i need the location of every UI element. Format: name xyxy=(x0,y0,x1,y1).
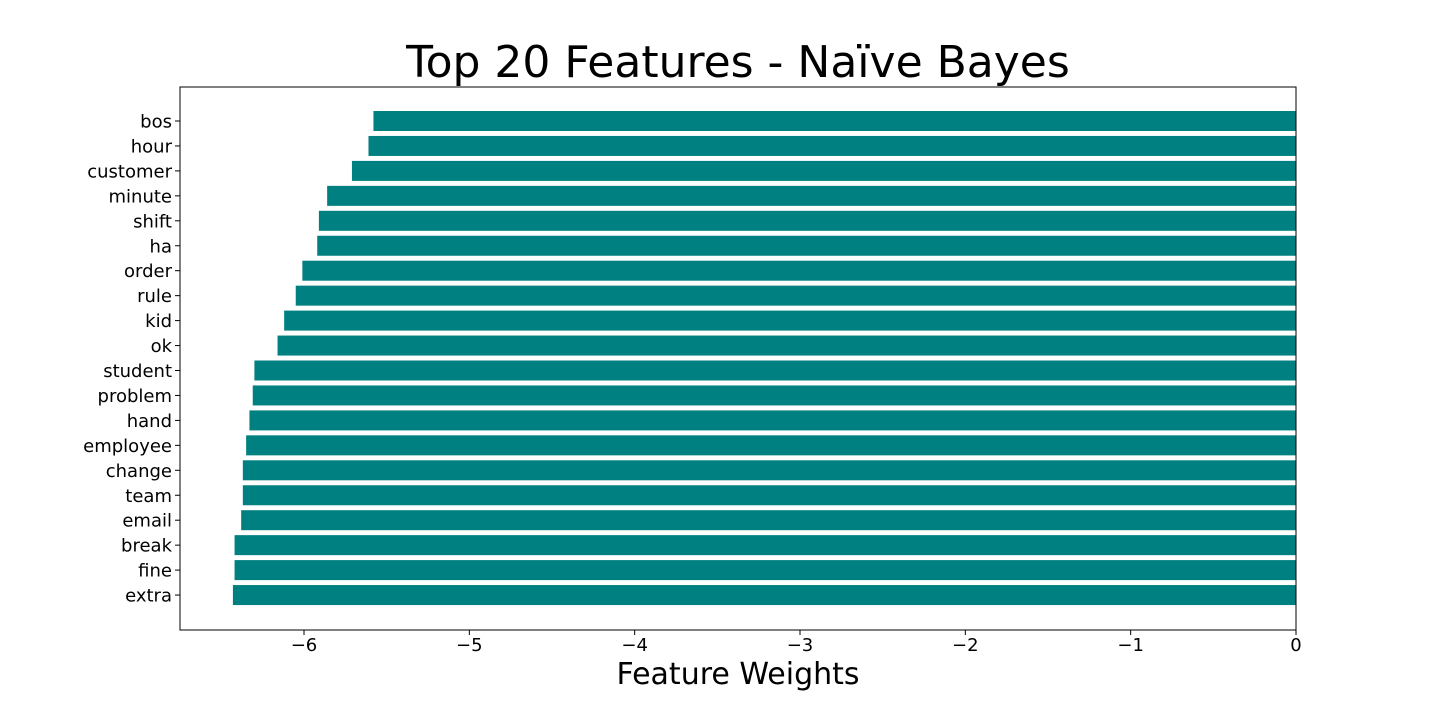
bar-order xyxy=(302,260,1296,281)
bar-bos xyxy=(373,111,1296,131)
bar-employee xyxy=(246,435,1297,456)
x-axis-label: Feature Weights xyxy=(616,657,859,692)
bar-kid xyxy=(284,310,1296,331)
y-tick-label: ha xyxy=(150,236,172,257)
bar-break xyxy=(234,535,1296,556)
y-tick-label: ok xyxy=(151,336,173,357)
x-tick-label: −4 xyxy=(621,635,648,656)
bar-hour xyxy=(368,135,1297,156)
x-tick-label: −2 xyxy=(952,635,979,656)
y-tick-label: team xyxy=(125,486,172,507)
y-tick-label: minute xyxy=(109,186,172,207)
y-tick-label: employee xyxy=(83,436,172,457)
y-tick-label: fine xyxy=(138,561,172,582)
bar-extra xyxy=(232,585,1297,606)
bar-student xyxy=(254,360,1296,381)
y-tick-label: rule xyxy=(137,286,172,307)
bars xyxy=(232,111,1297,606)
bar-customer xyxy=(351,160,1296,181)
bar-hand xyxy=(249,410,1297,431)
y-tick-label: kid xyxy=(145,311,172,332)
y-tick-label: problem xyxy=(98,386,172,407)
y-tick-label: change xyxy=(106,461,172,482)
bar-shift xyxy=(318,210,1296,231)
bar-email xyxy=(241,510,1296,531)
bar-ha xyxy=(317,235,1296,256)
bar-minute xyxy=(327,185,1296,206)
x-tick-label: −6 xyxy=(291,635,318,656)
bar-rule xyxy=(295,285,1296,306)
chart-title: Top 20 Features - Naïve Bayes xyxy=(405,37,1070,88)
bar-team xyxy=(242,485,1296,506)
x-axis-ticks: −6 −5 −4 −3 −2 −1 0 xyxy=(291,630,1302,656)
plot-frame xyxy=(179,86,1297,631)
bar-fine xyxy=(234,560,1296,581)
y-tick-label: order xyxy=(124,261,173,282)
bar-problem xyxy=(252,385,1296,406)
bar-ok xyxy=(277,335,1297,356)
bar-change xyxy=(242,460,1296,481)
x-tick-label: −3 xyxy=(787,635,814,656)
y-tick-label: customer xyxy=(87,161,172,182)
x-tick-label: −1 xyxy=(1117,635,1144,656)
y-tick-label: hour xyxy=(131,136,173,157)
y-tick-label: extra xyxy=(125,586,172,607)
y-tick-label: shift xyxy=(133,211,172,232)
y-tick-label: hand xyxy=(127,411,172,432)
y-axis-ticks: bos hour customer minute shift ha order rule kid… xyxy=(83,112,180,607)
x-tick-label: −5 xyxy=(456,635,483,656)
x-tick-label: 0 xyxy=(1290,635,1301,656)
y-tick-label: bos xyxy=(140,112,172,133)
y-tick-label: email xyxy=(122,511,172,532)
y-tick-label: break xyxy=(121,536,173,557)
y-tick-label: student xyxy=(103,361,172,382)
